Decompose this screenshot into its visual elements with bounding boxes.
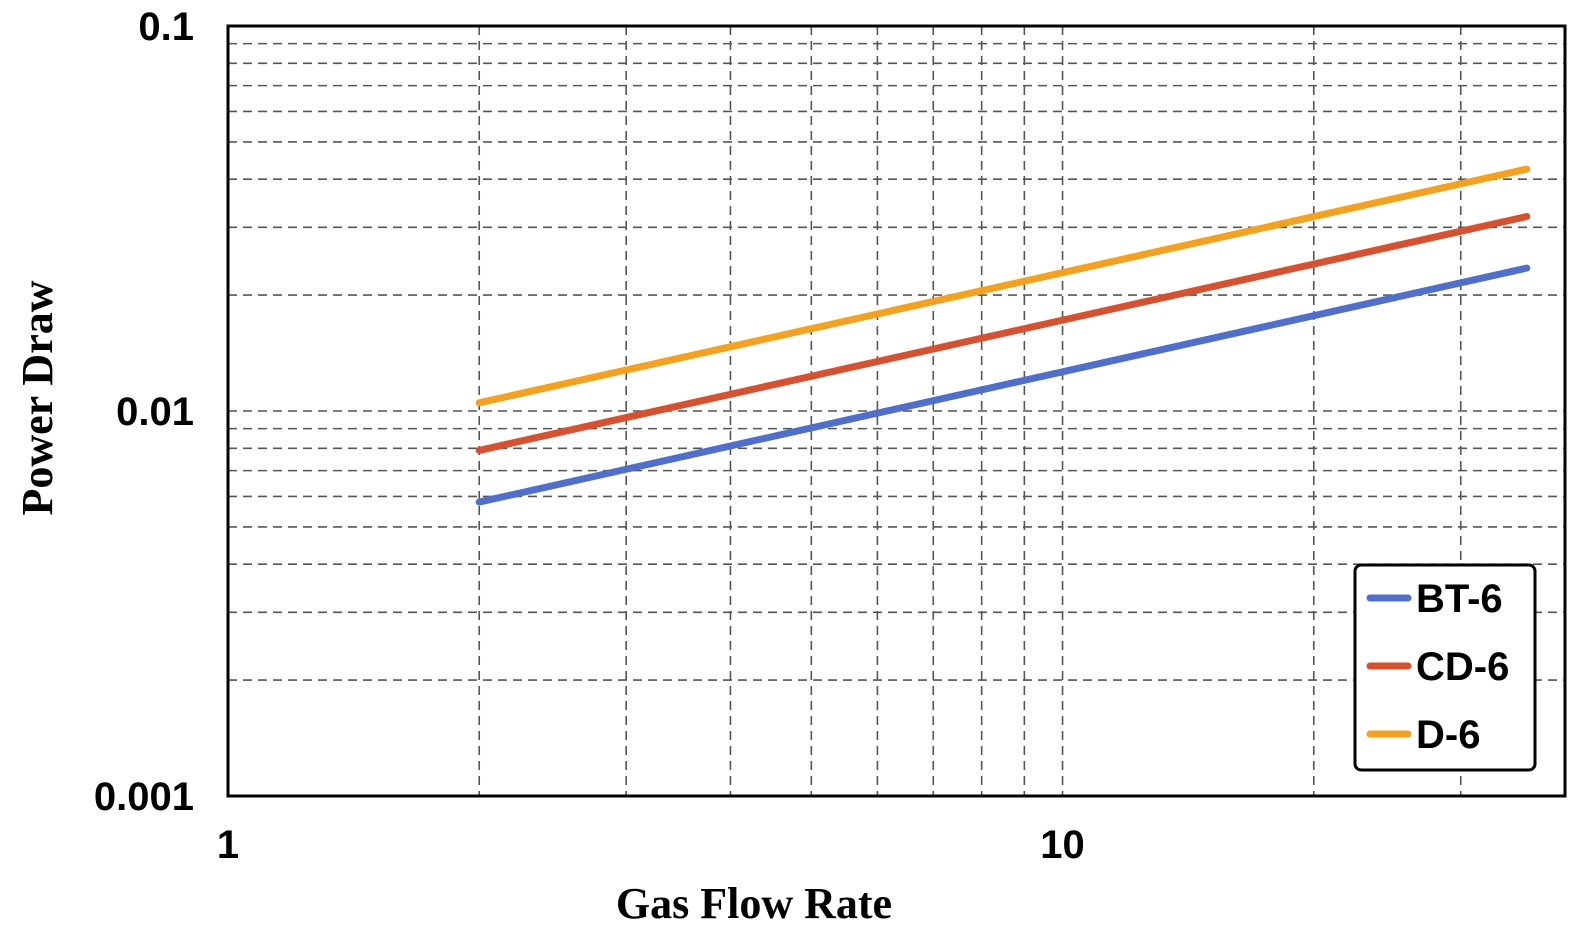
- legend-label-d-6: D-6: [1416, 713, 1480, 757]
- legend-entries: BT-6 CD-6 D-6: [1366, 577, 1509, 757]
- y-tick-label: 0.1: [138, 5, 194, 49]
- legend-box: [1353, 563, 1537, 772]
- x-tick-label: 10: [1040, 823, 1085, 867]
- legend: BT-6 CD-6 D-6: [1353, 563, 1537, 772]
- legend-label-cd-6: CD-6: [1416, 645, 1509, 689]
- x-tick-label: 1: [217, 823, 239, 867]
- plot-frame: [226, 24, 1567, 798]
- tick-labels: 1 10 0.001 0.01 0.1: [94, 5, 1085, 867]
- grid: [228, 26, 1565, 796]
- series-line-d-6: [475, 165, 1531, 407]
- x-axis-title: Gas Flow Rate: [616, 879, 892, 928]
- series-line-cd-6: [475, 213, 1531, 454]
- y-tick-label: 0.001: [94, 775, 194, 819]
- series-lines: [475, 165, 1531, 506]
- legend-label-bt-6: BT-6: [1416, 577, 1503, 621]
- y-tick-label: 0.01: [116, 390, 194, 434]
- y-axis-title: Power Draw: [13, 280, 62, 515]
- series-line-bt-6: [475, 264, 1531, 506]
